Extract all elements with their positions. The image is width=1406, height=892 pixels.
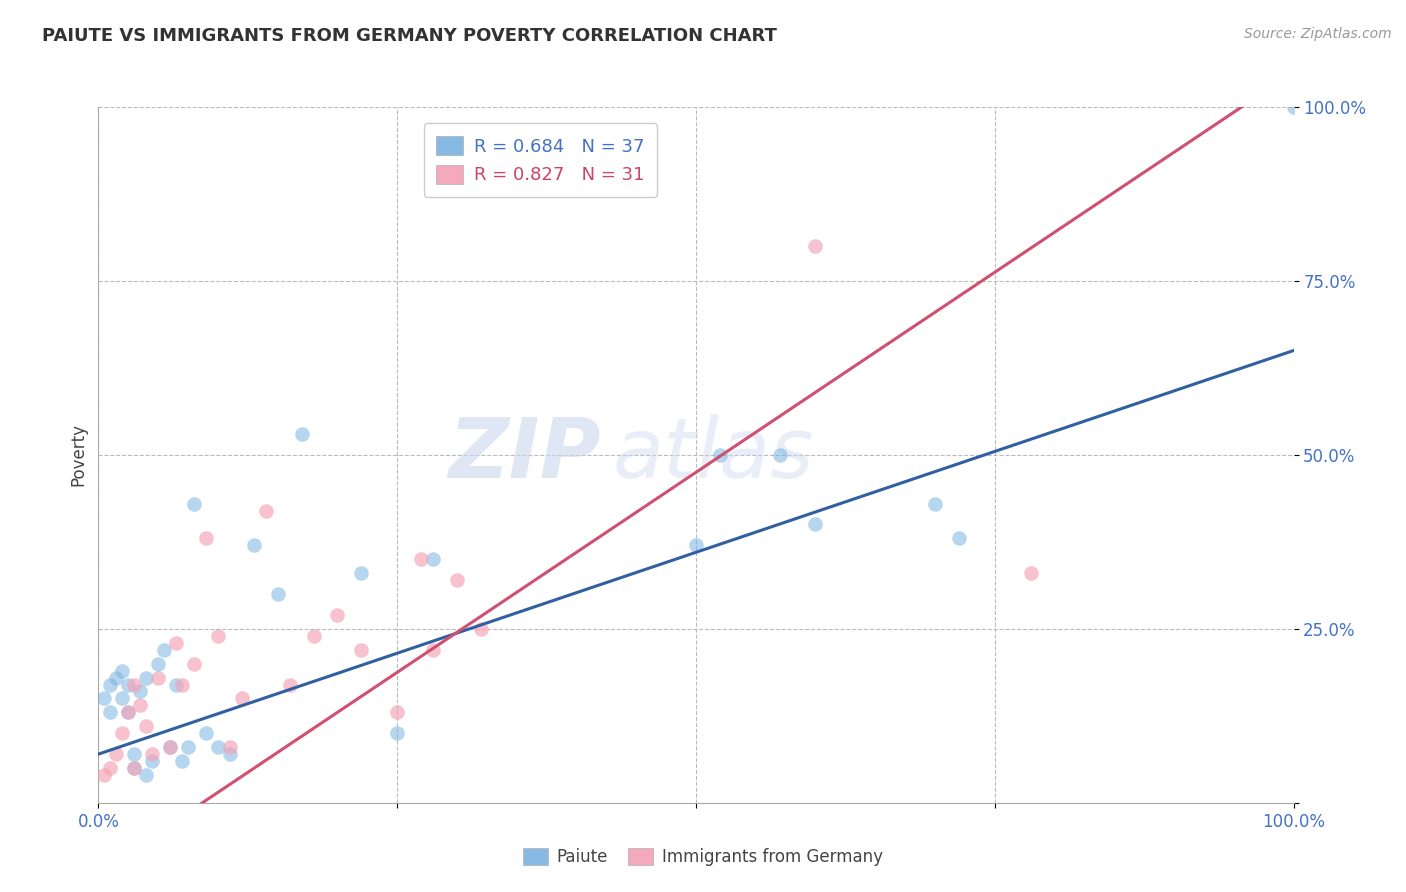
Point [446,573,468,587]
Point [194,726,217,740]
Point [129,684,152,698]
Point [135,671,157,685]
Point [98,761,122,775]
Point [219,740,242,755]
Point [194,532,217,546]
Point [129,698,152,713]
Point [470,622,492,636]
Point [111,664,134,678]
Point [141,747,163,761]
Point [135,719,157,733]
Point [124,677,146,691]
Point [172,677,194,691]
Text: Source: ZipAtlas.com: Source: ZipAtlas.com [1244,27,1392,41]
Point [93,691,115,706]
Point [117,677,139,691]
Text: PAIUTE VS IMMIGRANTS FROM GERMANY POVERTY CORRELATION CHART: PAIUTE VS IMMIGRANTS FROM GERMANY POVERT… [42,27,778,45]
Point [243,538,266,552]
Legend: R = 0.684   N = 37, R = 0.827   N = 31: R = 0.684 N = 37, R = 0.827 N = 31 [423,123,658,197]
Point [411,552,433,566]
Point [290,427,312,442]
Point [709,448,731,462]
Point [804,517,827,532]
Point [948,532,970,546]
Point [768,448,790,462]
Point [422,552,444,566]
Point [165,677,187,691]
Point [422,642,444,657]
Point [105,671,128,685]
Point [385,706,409,720]
Point [302,629,325,643]
Point [93,768,115,782]
Point [98,706,122,720]
Point [326,607,349,622]
Point [207,629,229,643]
Point [685,538,707,552]
Point [267,587,290,601]
Point [135,768,157,782]
Point [141,754,163,768]
Point [183,657,205,671]
Point [350,566,373,581]
Point [207,740,229,755]
Point [148,671,170,685]
Point [111,726,134,740]
Point [148,657,170,671]
Point [804,239,827,253]
Point [231,691,253,706]
Point [254,503,277,517]
Point [1282,100,1305,114]
Point [165,636,187,650]
Point [159,740,181,755]
Point [124,761,146,775]
Point [924,497,946,511]
Point [153,642,176,657]
Text: atlas: atlas [612,415,814,495]
Point [105,747,128,761]
Point [124,747,146,761]
Point [124,761,146,775]
Point [219,747,242,761]
Point [177,740,200,755]
Point [111,691,134,706]
Point [183,497,205,511]
Point [117,706,139,720]
Legend: Paiute, Immigrants from Germany: Paiute, Immigrants from Germany [515,840,891,875]
Point [1019,566,1042,581]
Point [278,677,301,691]
Text: ZIP: ZIP [447,415,600,495]
Point [385,726,409,740]
Y-axis label: Poverty: Poverty [69,424,87,486]
Point [159,740,181,755]
Point [172,754,194,768]
Point [350,642,373,657]
Point [98,677,122,691]
Point [117,706,139,720]
